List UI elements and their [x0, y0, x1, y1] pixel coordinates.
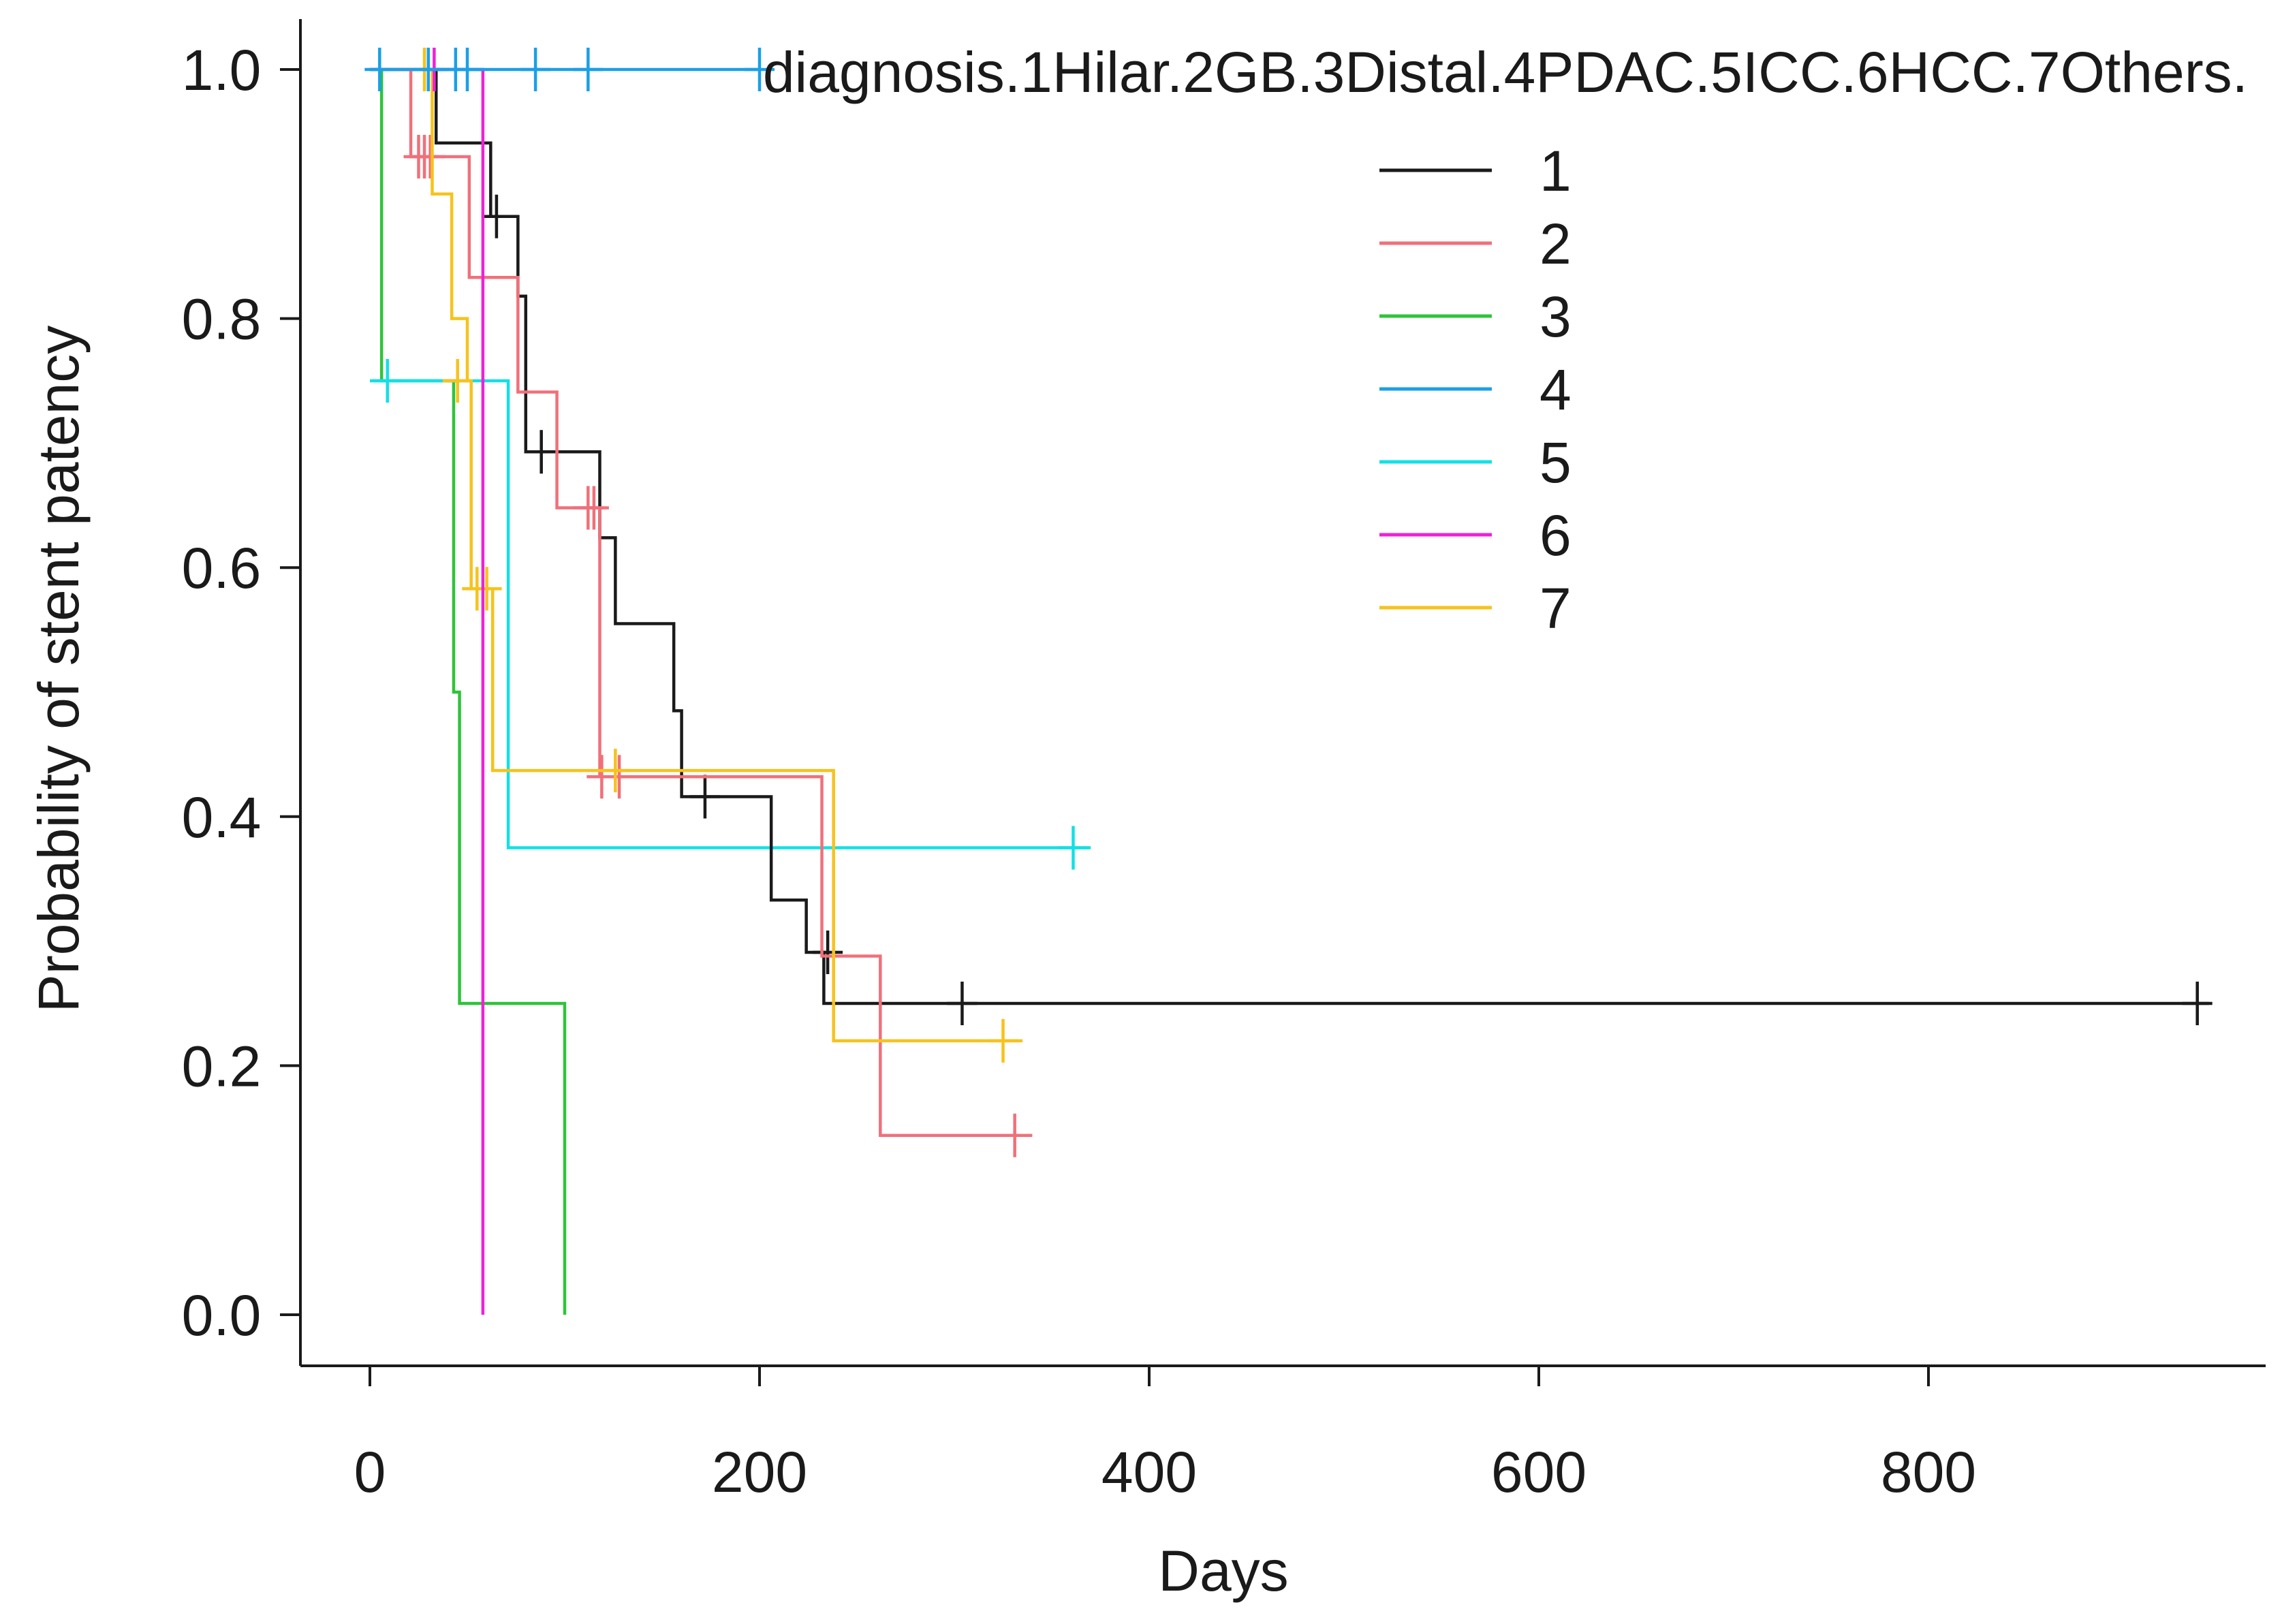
legend-entry-3: 3 — [1379, 285, 1572, 349]
y-tick-label: 0.2 — [182, 1034, 262, 1098]
legend-entry-4: 4 — [1379, 358, 1572, 422]
series-4 — [364, 48, 775, 91]
series-1 — [370, 67, 2213, 1025]
legend-entry-1: 1 — [1379, 139, 1572, 203]
x-tick-label: 400 — [1101, 1440, 1197, 1504]
series-1-curve — [370, 67, 2209, 1005]
series-3 — [370, 67, 567, 1315]
x-tick-label: 0 — [354, 1440, 386, 1504]
legend-title: diagnosis.1Hilar.2GB.3Distal.4PDAC.5ICC.… — [763, 40, 2248, 104]
y-tick-label: 0.4 — [182, 785, 262, 849]
legend-label: 6 — [1539, 503, 1572, 567]
x-tick-label: 200 — [712, 1440, 807, 1504]
series-7 — [370, 48, 1023, 1063]
axes — [299, 19, 2266, 1367]
legend-entry-6: 6 — [1379, 503, 1572, 567]
x-tick-label: 800 — [1881, 1440, 1976, 1504]
legend-label: 3 — [1539, 285, 1572, 349]
x-tick-label: 600 — [1491, 1440, 1587, 1504]
y-tick-label: 0.6 — [182, 536, 262, 600]
ticks: 0 200 400 600 800 0.0 0.2 0.4 0.6 0.8 1.0 — [182, 38, 1976, 1504]
series-2 — [370, 67, 1033, 1157]
legend-entry-5: 5 — [1379, 431, 1572, 495]
legend-label: 7 — [1539, 576, 1572, 640]
y-tick-label: 0.0 — [182, 1283, 262, 1347]
legend-label: 5 — [1539, 431, 1572, 495]
series — [364, 48, 2213, 1315]
series-6 — [370, 48, 485, 1315]
legend-entry-7: 7 — [1379, 576, 1572, 640]
y-tick-label: 1.0 — [182, 38, 262, 102]
x-axis-title: Days — [1158, 1539, 1288, 1603]
series-5 — [370, 359, 1091, 870]
legend: diagnosis.1Hilar.2GB.3Distal.4PDAC.5ICC.… — [763, 40, 2248, 640]
y-axis-title: Probability of stent patency — [27, 326, 91, 1013]
series-3-curve — [370, 67, 567, 1315]
series-6-curve — [370, 67, 485, 1315]
legend-entry-2: 2 — [1379, 212, 1572, 276]
series-2-curve — [370, 67, 1033, 1138]
legend-label: 1 — [1539, 139, 1572, 203]
legend-label: 2 — [1539, 212, 1572, 276]
y-tick-label: 0.8 — [182, 287, 262, 352]
legend-label: 4 — [1539, 358, 1572, 422]
